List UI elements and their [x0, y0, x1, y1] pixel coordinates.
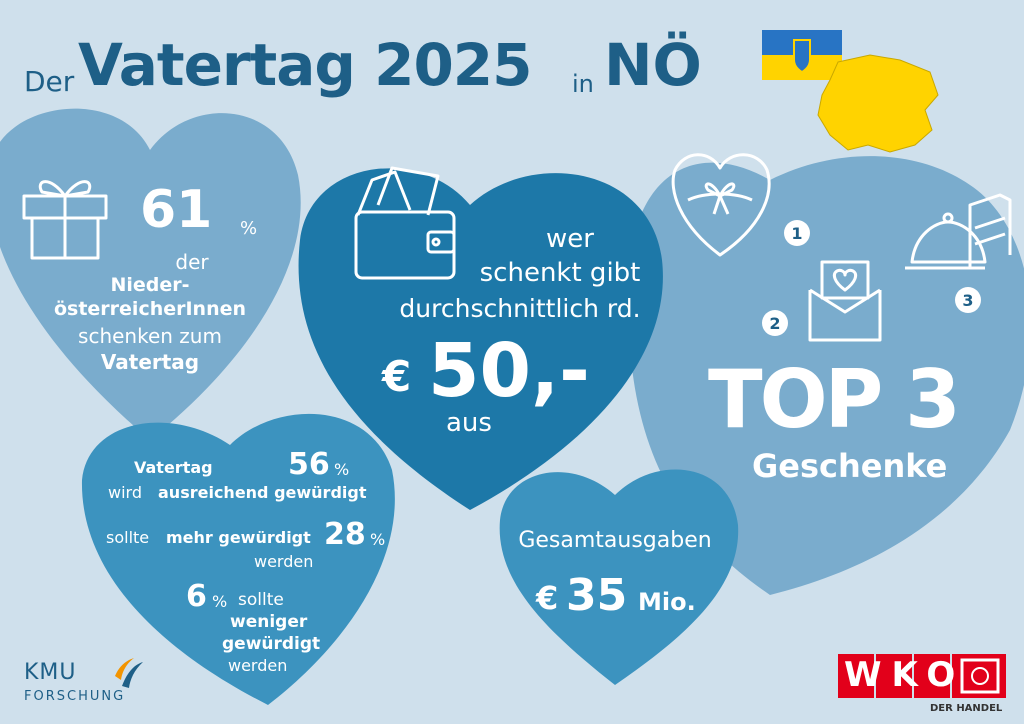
total-currency: €: [536, 579, 559, 617]
region-map-icon: [817, 54, 939, 153]
heart-top3-shape: [628, 156, 1024, 595]
rank-1-label: 1: [791, 224, 802, 243]
heart4-b-pct: 28: [324, 517, 366, 552]
heart4-b-bold: mehr gewürdigt: [166, 528, 311, 547]
heart-box-icon: [671, 153, 771, 257]
book-icon: [968, 193, 1012, 268]
heart-total-shape: [499, 469, 739, 685]
top3-subtitle: Geschenke: [752, 447, 948, 485]
total-unit: Mio.: [638, 588, 696, 616]
heart1-line1: der: [175, 250, 209, 274]
rank-3-badge: [955, 287, 981, 313]
heart1-line5: Vatertag: [100, 350, 200, 374]
wko-logo-text: WKO: [844, 655, 966, 695]
heart4-c-pct: 6: [186, 579, 207, 614]
heart4-c-line1: sollte: [238, 590, 284, 610]
heart-percent-shape: [81, 413, 395, 705]
wko-logo-icon: [838, 654, 1006, 698]
heart4-b-sign: %: [370, 530, 386, 549]
heart4-b-line2: werden: [254, 552, 314, 571]
heart4-c-line2: werden: [228, 656, 288, 675]
heart4-a-bold: ausreichend gewürdigt: [158, 483, 367, 502]
envelope-icon: [808, 260, 882, 342]
kmu-logo-top: KMU: [24, 660, 77, 685]
heart4-c-bold: weniger: [230, 612, 308, 632]
rank-1-badge: [784, 220, 810, 246]
rank-badges: [762, 220, 981, 336]
heart4-c-bold2: gewürdigt: [222, 634, 321, 654]
rank-3-label: 3: [962, 291, 973, 310]
heart4-c-sign: %: [212, 592, 228, 611]
heart2-line1: wer: [546, 224, 594, 254]
total-label: Gesamtausgaben: [518, 528, 712, 553]
rank-2-label: 2: [769, 314, 780, 333]
heart4-a-pct: 56: [288, 447, 330, 482]
heart1-line4: schenken zum: [78, 324, 222, 348]
heart1-line2: Nieder-: [110, 274, 190, 296]
wko-logo-sub: DER HANDEL: [930, 703, 1003, 714]
title-connector: in: [572, 70, 594, 98]
title-prefix: Der: [24, 65, 75, 98]
heart2-line4: aus: [446, 408, 492, 438]
title-region: NÖ: [604, 31, 702, 99]
flag-icon: [762, 30, 842, 80]
heart-50-shape: [298, 168, 663, 510]
gift-icon: [22, 180, 108, 260]
heart-61-shape: [0, 108, 301, 440]
heart2-line2: schenkt gibt: [479, 258, 641, 288]
cloche-icon: [905, 212, 987, 270]
heart2-line3: durchschnittlich rd.: [399, 294, 641, 323]
heart2-currency: €: [382, 352, 412, 401]
rank-2-badge: [762, 310, 788, 336]
percent-61: 61: [140, 180, 213, 240]
kmu-logo-bottom: FORSCHUNG: [24, 689, 126, 704]
heart4-a-pre: wird: [108, 483, 142, 502]
heart4-a-line1: Vatertag: [134, 458, 213, 477]
heart4-b-pre: sollte: [106, 528, 150, 547]
percent-61-sign: %: [240, 218, 258, 239]
heart4-a-sign: %: [334, 460, 350, 479]
total-amount: 35: [566, 570, 628, 621]
page-title: Vatertag 2025: [78, 31, 533, 99]
wallet-icon: [354, 166, 456, 280]
heart2-amount: 50,-: [428, 328, 590, 414]
heart1-line3: österreicherInnen: [53, 298, 247, 320]
top3-title: TOP 3: [708, 353, 961, 446]
kmu-swoosh-icon: [115, 658, 143, 688]
